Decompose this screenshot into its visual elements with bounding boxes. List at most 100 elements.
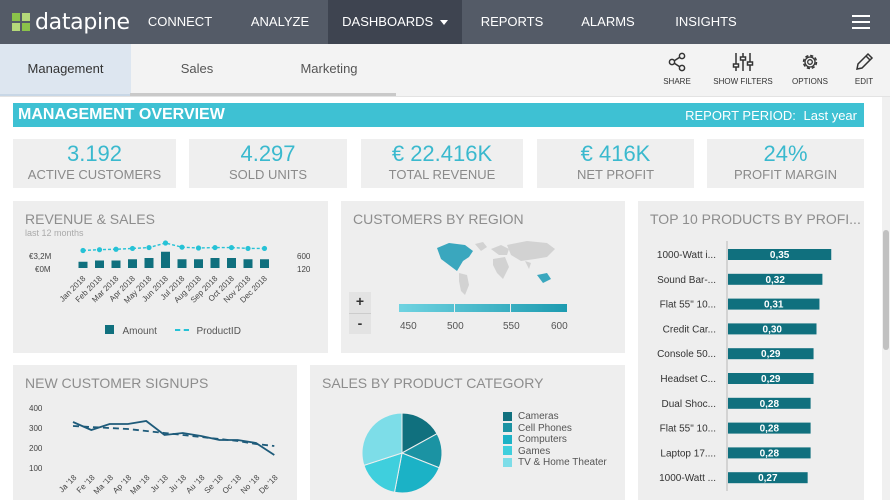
legend-item[interactable]: TV & Home Theater	[503, 457, 607, 469]
pie-slice[interactable]	[401, 412, 438, 454]
signups-trend-line[interactable]	[72, 425, 275, 447]
legend-productid[interactable]: ProductID	[175, 321, 241, 339]
bar-value-label: 0,35	[770, 250, 790, 261]
report-period[interactable]: REPORT PERIOD: Last year	[685, 108, 857, 123]
bar-value-label: 0,32	[765, 275, 785, 286]
productid-point[interactable]	[212, 244, 218, 251]
nav-reports[interactable]: REPORTS	[480, 14, 544, 29]
legend-amount[interactable]: Amount	[105, 321, 157, 339]
productid-point[interactable]	[179, 244, 185, 250]
world-map[interactable]	[341, 201, 625, 353]
scrollbar-thumb[interactable]	[883, 230, 889, 350]
menu-icon[interactable]	[852, 15, 870, 29]
revenue-bar[interactable]	[111, 260, 121, 269]
nav-analyze[interactable]: ANALYZE	[250, 14, 310, 29]
tab-underline	[130, 93, 396, 96]
nav-alarms[interactable]: ALARMS	[581, 14, 635, 29]
kpi-profit-margin[interactable]: 24% PROFIT MARGIN	[707, 139, 864, 188]
nav-connect[interactable]: CONNECT	[147, 14, 213, 29]
show-filters-button[interactable]: SHOW FILTERS	[708, 52, 778, 92]
kpi-active-customers[interactable]: 3.192 ACTIVE CUSTOMERS	[13, 139, 176, 188]
kpi-value: € 416K	[580, 141, 651, 166]
productid-point[interactable]	[162, 240, 169, 246]
legend-label: Amount	[122, 326, 157, 337]
pie-slice[interactable]	[393, 452, 440, 494]
edit-label: EDIT	[854, 77, 874, 86]
tab-management[interactable]: Management	[0, 44, 131, 96]
product-profit-bar[interactable]	[728, 472, 808, 484]
productid-point[interactable]	[113, 246, 119, 252]
revenue-bar[interactable]	[227, 258, 236, 268]
legend-label: Cameras	[518, 411, 559, 422]
dashboard-subbar: Management Sales Marketing SHARE SHOW FI…	[0, 44, 890, 97]
filter-sliders-icon	[732, 53, 754, 71]
nav-dashboards-label: DASHBOARDS	[342, 14, 434, 29]
zoom-out-button[interactable]: -	[349, 313, 371, 334]
product-profit-bar[interactable]	[728, 373, 814, 384]
product-label: 1000-Watt i...	[657, 250, 716, 261]
kpi-label: ACTIVE CUSTOMERS	[27, 167, 162, 182]
productid-line	[82, 242, 265, 252]
edit-button[interactable]: EDIT	[846, 52, 882, 92]
productid-point[interactable]	[195, 245, 202, 251]
revenue-bar[interactable]	[95, 260, 104, 269]
kpi-sold-units[interactable]: 4.297 SOLD UNITS	[189, 139, 347, 188]
caret-down-icon	[439, 20, 448, 26]
product-profit-bar[interactable]	[728, 249, 832, 260]
top-products-chart[interactable]: 1000-Watt i... 0,35 Sound Bar-... 0,32 Flat …	[638, 201, 864, 500]
nav-insights[interactable]: INSIGHTS	[675, 14, 737, 29]
map-color-scale	[399, 304, 567, 312]
productid-point[interactable]	[261, 245, 268, 252]
world-map-shape	[437, 241, 555, 295]
logo-mark-icon	[12, 13, 30, 31]
productid-point[interactable]	[96, 247, 103, 253]
product-profit-bar[interactable]	[728, 273, 823, 285]
productid-point[interactable]	[129, 245, 136, 252]
options-button[interactable]: OPTIONS	[788, 52, 832, 92]
pencil-icon	[856, 52, 874, 70]
product-profit-bar[interactable]	[728, 447, 811, 459]
revenue-bar[interactable]	[128, 259, 137, 268]
revenue-bar[interactable]	[78, 261, 88, 268]
revenue-bar[interactable]	[144, 258, 154, 268]
legend-item[interactable]: Cell Phones	[503, 423, 607, 435]
y-tick: 400	[29, 404, 43, 413]
product-profit-bar[interactable]	[728, 348, 814, 360]
pie-slice[interactable]	[361, 412, 403, 466]
show-filters-label: SHOW FILTERS	[713, 77, 773, 86]
productid-point[interactable]	[228, 244, 235, 251]
revenue-bar[interactable]	[177, 259, 187, 268]
kpi-label: PROFIT MARGIN	[733, 167, 838, 182]
kpi-total-revenue[interactable]: € 22.416K TOTAL REVENUE	[361, 139, 523, 188]
datapine-logo[interactable]: datapine	[12, 9, 130, 35]
tab-marketing[interactable]: Marketing	[300, 61, 358, 76]
revenue-bar[interactable]	[194, 259, 203, 268]
product-profit-bar[interactable]	[728, 422, 811, 434]
x-tick-label: Oc '18	[221, 473, 244, 496]
tab-sales[interactable]: Sales	[180, 61, 214, 76]
pie-slice[interactable]	[363, 452, 403, 493]
revenue-bar[interactable]	[210, 258, 220, 268]
panel-title: REVENUE & SALES	[25, 211, 155, 227]
kpi-net-profit[interactable]: € 416K NET PROFIT	[537, 139, 694, 188]
legend-item[interactable]: Computers	[503, 434, 607, 446]
legend-item[interactable]: Games	[503, 446, 607, 458]
legend-item[interactable]: Cameras	[503, 411, 607, 423]
productid-point[interactable]	[245, 245, 251, 252]
share-button[interactable]: SHARE	[656, 52, 698, 92]
legend-label: Computers	[518, 434, 567, 445]
product-profit-bar[interactable]	[728, 397, 811, 409]
revenue-bar[interactable]	[161, 251, 170, 268]
zoom-in-button[interactable]: +	[355, 293, 365, 309]
nav-dashboards[interactable]: DASHBOARDS	[328, 0, 462, 44]
revenue-bar[interactable]	[243, 259, 253, 268]
signups-line[interactable]	[72, 420, 275, 456]
productid-point[interactable]	[146, 244, 152, 251]
revenue-bar[interactable]	[260, 259, 269, 268]
product-category-pie[interactable]	[310, 365, 625, 500]
product-profit-bar[interactable]	[728, 323, 817, 335]
product-profit-bar[interactable]	[728, 298, 820, 310]
productid-point[interactable]	[80, 247, 86, 254]
